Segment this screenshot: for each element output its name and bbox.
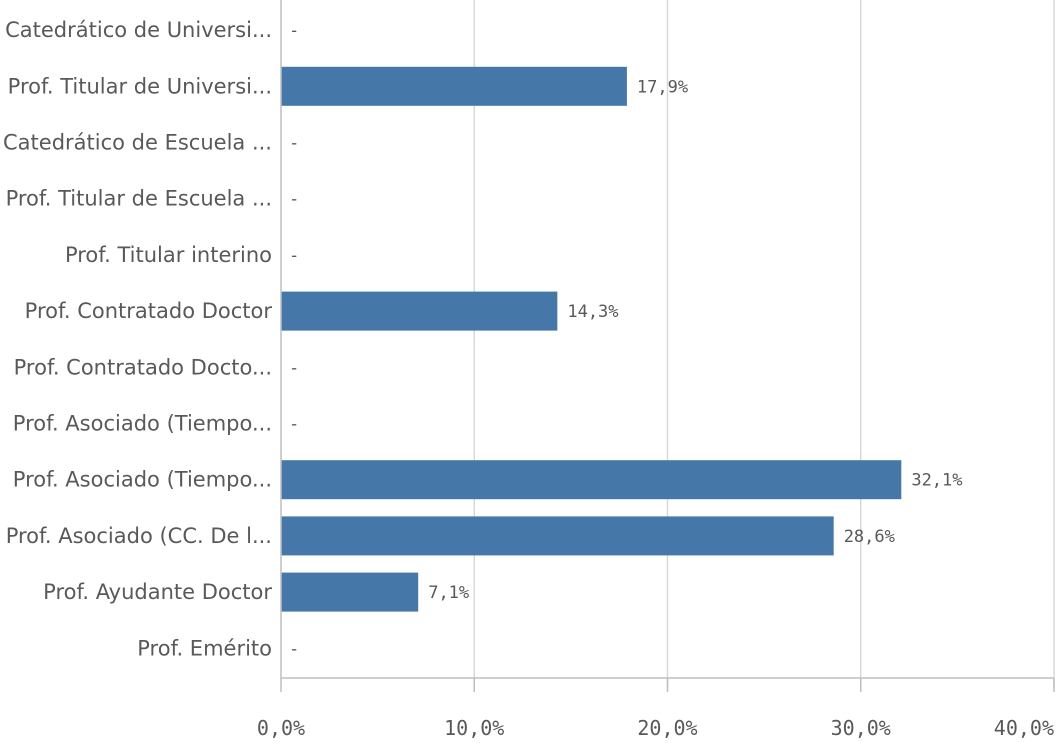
data-label: 28,6%	[844, 527, 895, 547]
category-label: Catedrático de Escuela ...	[3, 131, 272, 155]
category-label: Prof. Asociado (CC. De l...	[6, 524, 272, 548]
data-label: 17,9%	[637, 77, 688, 97]
bar	[281, 291, 558, 331]
bar	[281, 516, 834, 556]
category-label: Prof. Contratado Docto...	[14, 355, 272, 379]
data-label: -	[289, 415, 299, 435]
data-label: 32,1%	[911, 471, 962, 491]
grid-lines	[473, 0, 1055, 688]
category-label: Prof. Ayudante Doctor	[43, 580, 272, 604]
data-label: 14,3%	[567, 302, 618, 322]
category-label: Prof. Titular interino	[65, 243, 272, 267]
data-labels: - 17,9% - - - 14,3% - - 32,1% 28,6% 7,1% -	[289, 21, 963, 659]
x-tick-label: 0,0%	[257, 716, 305, 740]
x-tick-label: 20,0%	[637, 716, 697, 740]
category-label: Prof. Asociado (Tiempo...	[13, 468, 272, 492]
data-label: 7,1%	[428, 583, 469, 603]
data-label: -	[289, 246, 299, 266]
category-label: Prof. Titular de Escuela ...	[6, 187, 272, 211]
bars	[281, 66, 902, 612]
bar	[281, 66, 627, 106]
category-labels: Catedrático de Universi... Prof. Titular …	[3, 18, 272, 660]
data-label: -	[289, 134, 299, 154]
data-label: -	[289, 358, 299, 378]
category-label: Prof. Titular de Universi...	[8, 74, 272, 98]
category-label: Prof. Asociado (Tiempo...	[13, 412, 272, 436]
bar	[281, 460, 902, 500]
category-label: Prof. Contratado Doctor	[25, 299, 273, 323]
data-label: -	[289, 190, 299, 210]
category-label: Prof. Emérito	[137, 636, 272, 660]
x-tick-label: 10,0%	[444, 716, 504, 740]
bar	[281, 572, 419, 612]
x-tick-label: 40,0%	[994, 716, 1054, 740]
x-tick-label: 30,0%	[831, 716, 891, 740]
x-axis: 0,0% 10,0% 20,0% 30,0% 40,0%	[257, 0, 1055, 740]
data-label: -	[289, 21, 299, 41]
data-label: -	[289, 639, 299, 659]
category-label: Catedrático de Universi...	[5, 18, 272, 42]
